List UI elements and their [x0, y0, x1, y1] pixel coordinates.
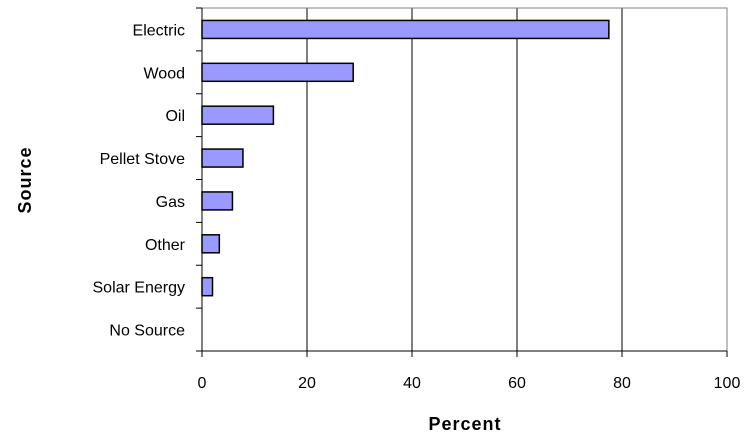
labels: 0 20 40 60 80 100 Electric Wood Oil Pellet Stove G…: [93, 22, 741, 392]
y-category-label: Oil: [165, 108, 185, 125]
y-category-label: Other: [145, 237, 186, 254]
x-tick-label: 20: [298, 375, 316, 392]
y-axis-title: Source: [15, 146, 35, 213]
gridlines: [306, 8, 728, 351]
x-tick-label: 60: [508, 375, 526, 392]
x-tick-label: 0: [198, 375, 207, 392]
y-category-label: Wood: [143, 65, 185, 82]
bar-electric: [201, 19, 610, 40]
x-tick-label: 40: [403, 375, 421, 392]
y-category-label: Electric: [133, 22, 185, 39]
plot-area-frame: [201, 7, 728, 352]
bar-pellet-stove: [201, 148, 244, 168]
y-category-label: Pellet Stove: [100, 151, 185, 168]
x-tick-label: 100: [714, 375, 741, 392]
bar-gas: [201, 191, 234, 211]
x-tick-label: 80: [613, 375, 631, 392]
y-category-label: No Source: [109, 323, 185, 340]
bars: [201, 19, 610, 297]
bar-wood: [201, 62, 354, 83]
bar-other: [201, 234, 221, 254]
x-axis-title: Percent: [428, 414, 501, 434]
y-category-label: Gas: [156, 194, 185, 211]
bar-oil: [201, 105, 275, 125]
bar-solar-energy: [201, 276, 214, 297]
axes: [196, 7, 728, 357]
y-category-label: Solar Energy: [93, 280, 186, 297]
